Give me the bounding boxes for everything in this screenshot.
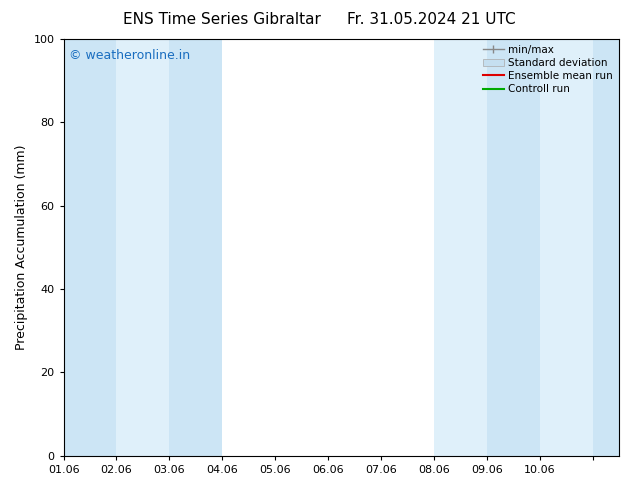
Bar — [487, 39, 540, 456]
Bar — [434, 39, 487, 456]
Text: ENS Time Series Gibraltar: ENS Time Series Gibraltar — [123, 12, 321, 27]
Y-axis label: Precipitation Accumulation (mm): Precipitation Accumulation (mm) — [15, 145, 28, 350]
Bar — [593, 39, 619, 456]
Bar — [540, 39, 593, 456]
Legend: min/max, Standard deviation, Ensemble mean run, Controll run: min/max, Standard deviation, Ensemble me… — [479, 41, 617, 98]
Text: © weatheronline.in: © weatheronline.in — [69, 49, 190, 62]
Bar — [63, 39, 117, 456]
Bar — [117, 39, 169, 456]
Bar — [169, 39, 223, 456]
Text: Fr. 31.05.2024 21 UTC: Fr. 31.05.2024 21 UTC — [347, 12, 515, 27]
